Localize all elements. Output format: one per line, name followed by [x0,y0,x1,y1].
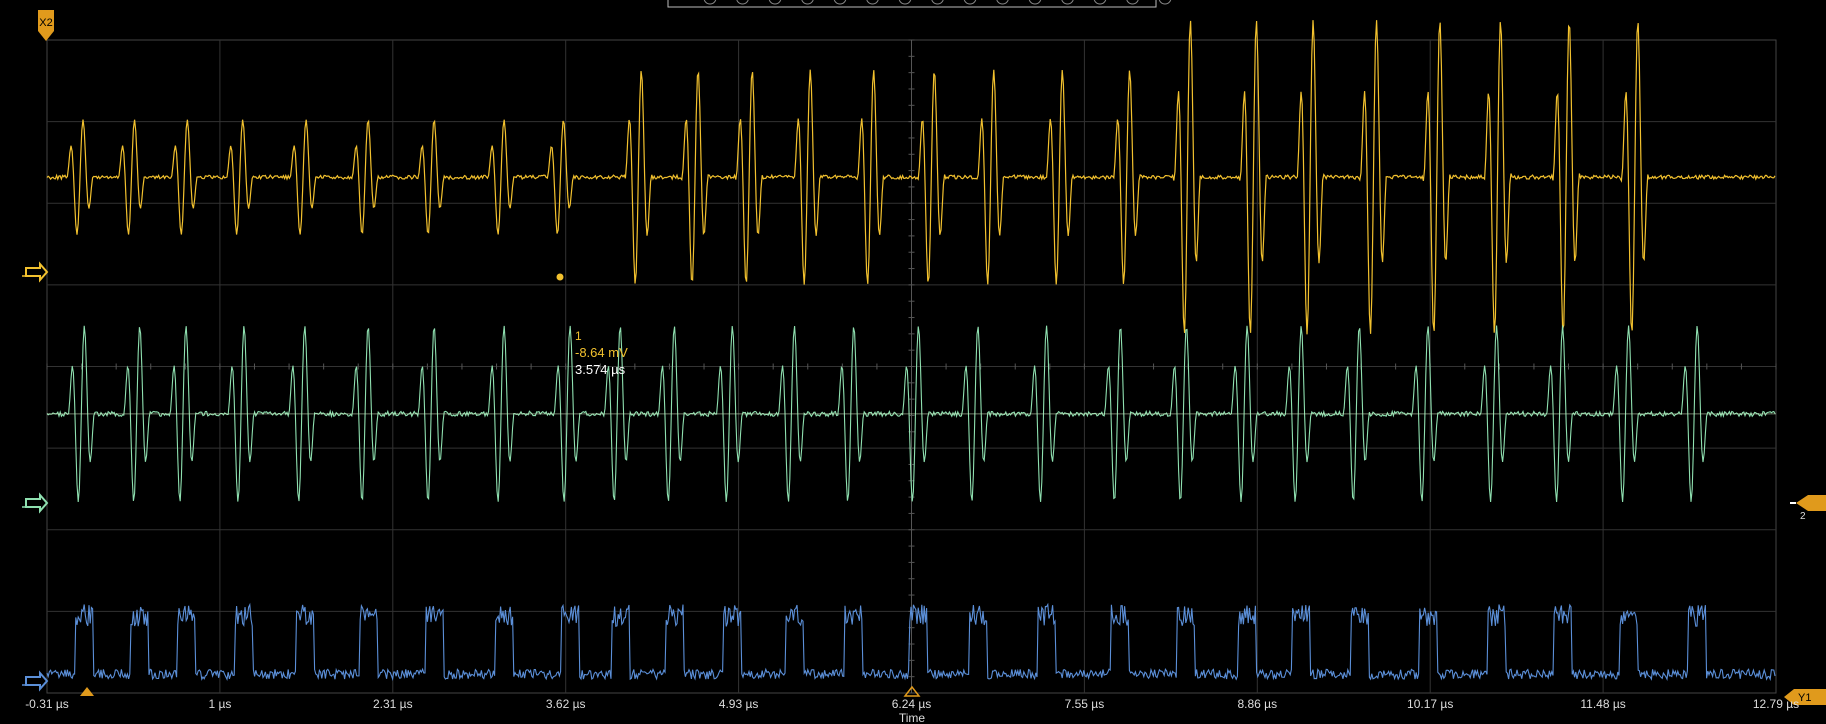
toolbar-dot[interactable] [1061,0,1074,5]
time-tick-label: 6.24 µs [892,697,932,711]
toolbar-dot[interactable] [996,0,1009,5]
svg-text:X2: X2 [39,17,52,29]
toolbar-dot[interactable] [736,0,749,5]
top-toolbar-strip[interactable] [667,0,1157,8]
time-tick-label: 4.93 µs [719,697,759,711]
toolbar-dot[interactable] [963,0,977,5]
time-tick-label: 1 µs [208,697,231,711]
ch3-trace [46,602,1776,682]
toolbar-dot[interactable] [1158,0,1172,5]
time-tick-label: 3.62 µs [546,697,586,711]
ch3-ground-marker[interactable] [22,670,49,692]
toolbar-dot[interactable] [801,0,814,5]
toolbar-dot[interactable] [1028,0,1042,5]
y1-marker[interactable]: Y1 [1784,689,1826,705]
trigger-position-marker[interactable] [80,687,94,696]
time-tick-label: 12.79 µs [1753,697,1799,711]
right-level-marker[interactable]: 2 [1790,495,1826,522]
toolbar-dots [703,0,1172,5]
toolbar-dot[interactable] [931,0,944,5]
toolbar-dot[interactable] [898,0,912,5]
x2-marker[interactable]: X2 [38,10,54,41]
time-tick-label: 7.55 µs [1065,697,1105,711]
ch2-trace [46,325,1776,503]
svg-text:Y1: Y1 [1798,692,1811,704]
ch2-ground-marker[interactable] [22,492,49,514]
time-tick-label: 2.31 µs [373,697,413,711]
ch1-ground-marker[interactable] [22,261,49,283]
toolbar-dot[interactable] [833,0,847,5]
ch1-trace [46,20,1776,335]
toolbar-dot[interactable] [768,0,782,5]
time-axis-label: Time [899,711,926,724]
cursor-value: -8.64 mV [575,345,628,360]
cursor-readout: 1 -8.64 mV 3.574 µs [556,273,628,377]
cursor-channel: 1 [575,329,582,343]
time-tick-label: 11.48 µs [1580,697,1625,711]
time-axis-ticks: -0.31 µs 1 µs 2.31 µs 3.62 µs 4.93 µs 6.24 µs… [25,697,1799,711]
time-reference-marker[interactable] [903,685,921,697]
toolbar-dot[interactable] [1093,0,1107,5]
svg-text:2: 2 [1800,511,1806,522]
toolbar-dot[interactable] [866,0,879,5]
toolbar-dot[interactable] [703,0,717,5]
time-tick-label: 8.86 µs [1237,697,1277,711]
cursor-time: 3.574 µs [575,362,626,377]
traces [46,20,1776,682]
time-tick-label: -0.31 µs [25,697,69,711]
time-tick-label: 10.17 µs [1407,697,1453,711]
toolbar-dot[interactable] [1126,0,1139,5]
